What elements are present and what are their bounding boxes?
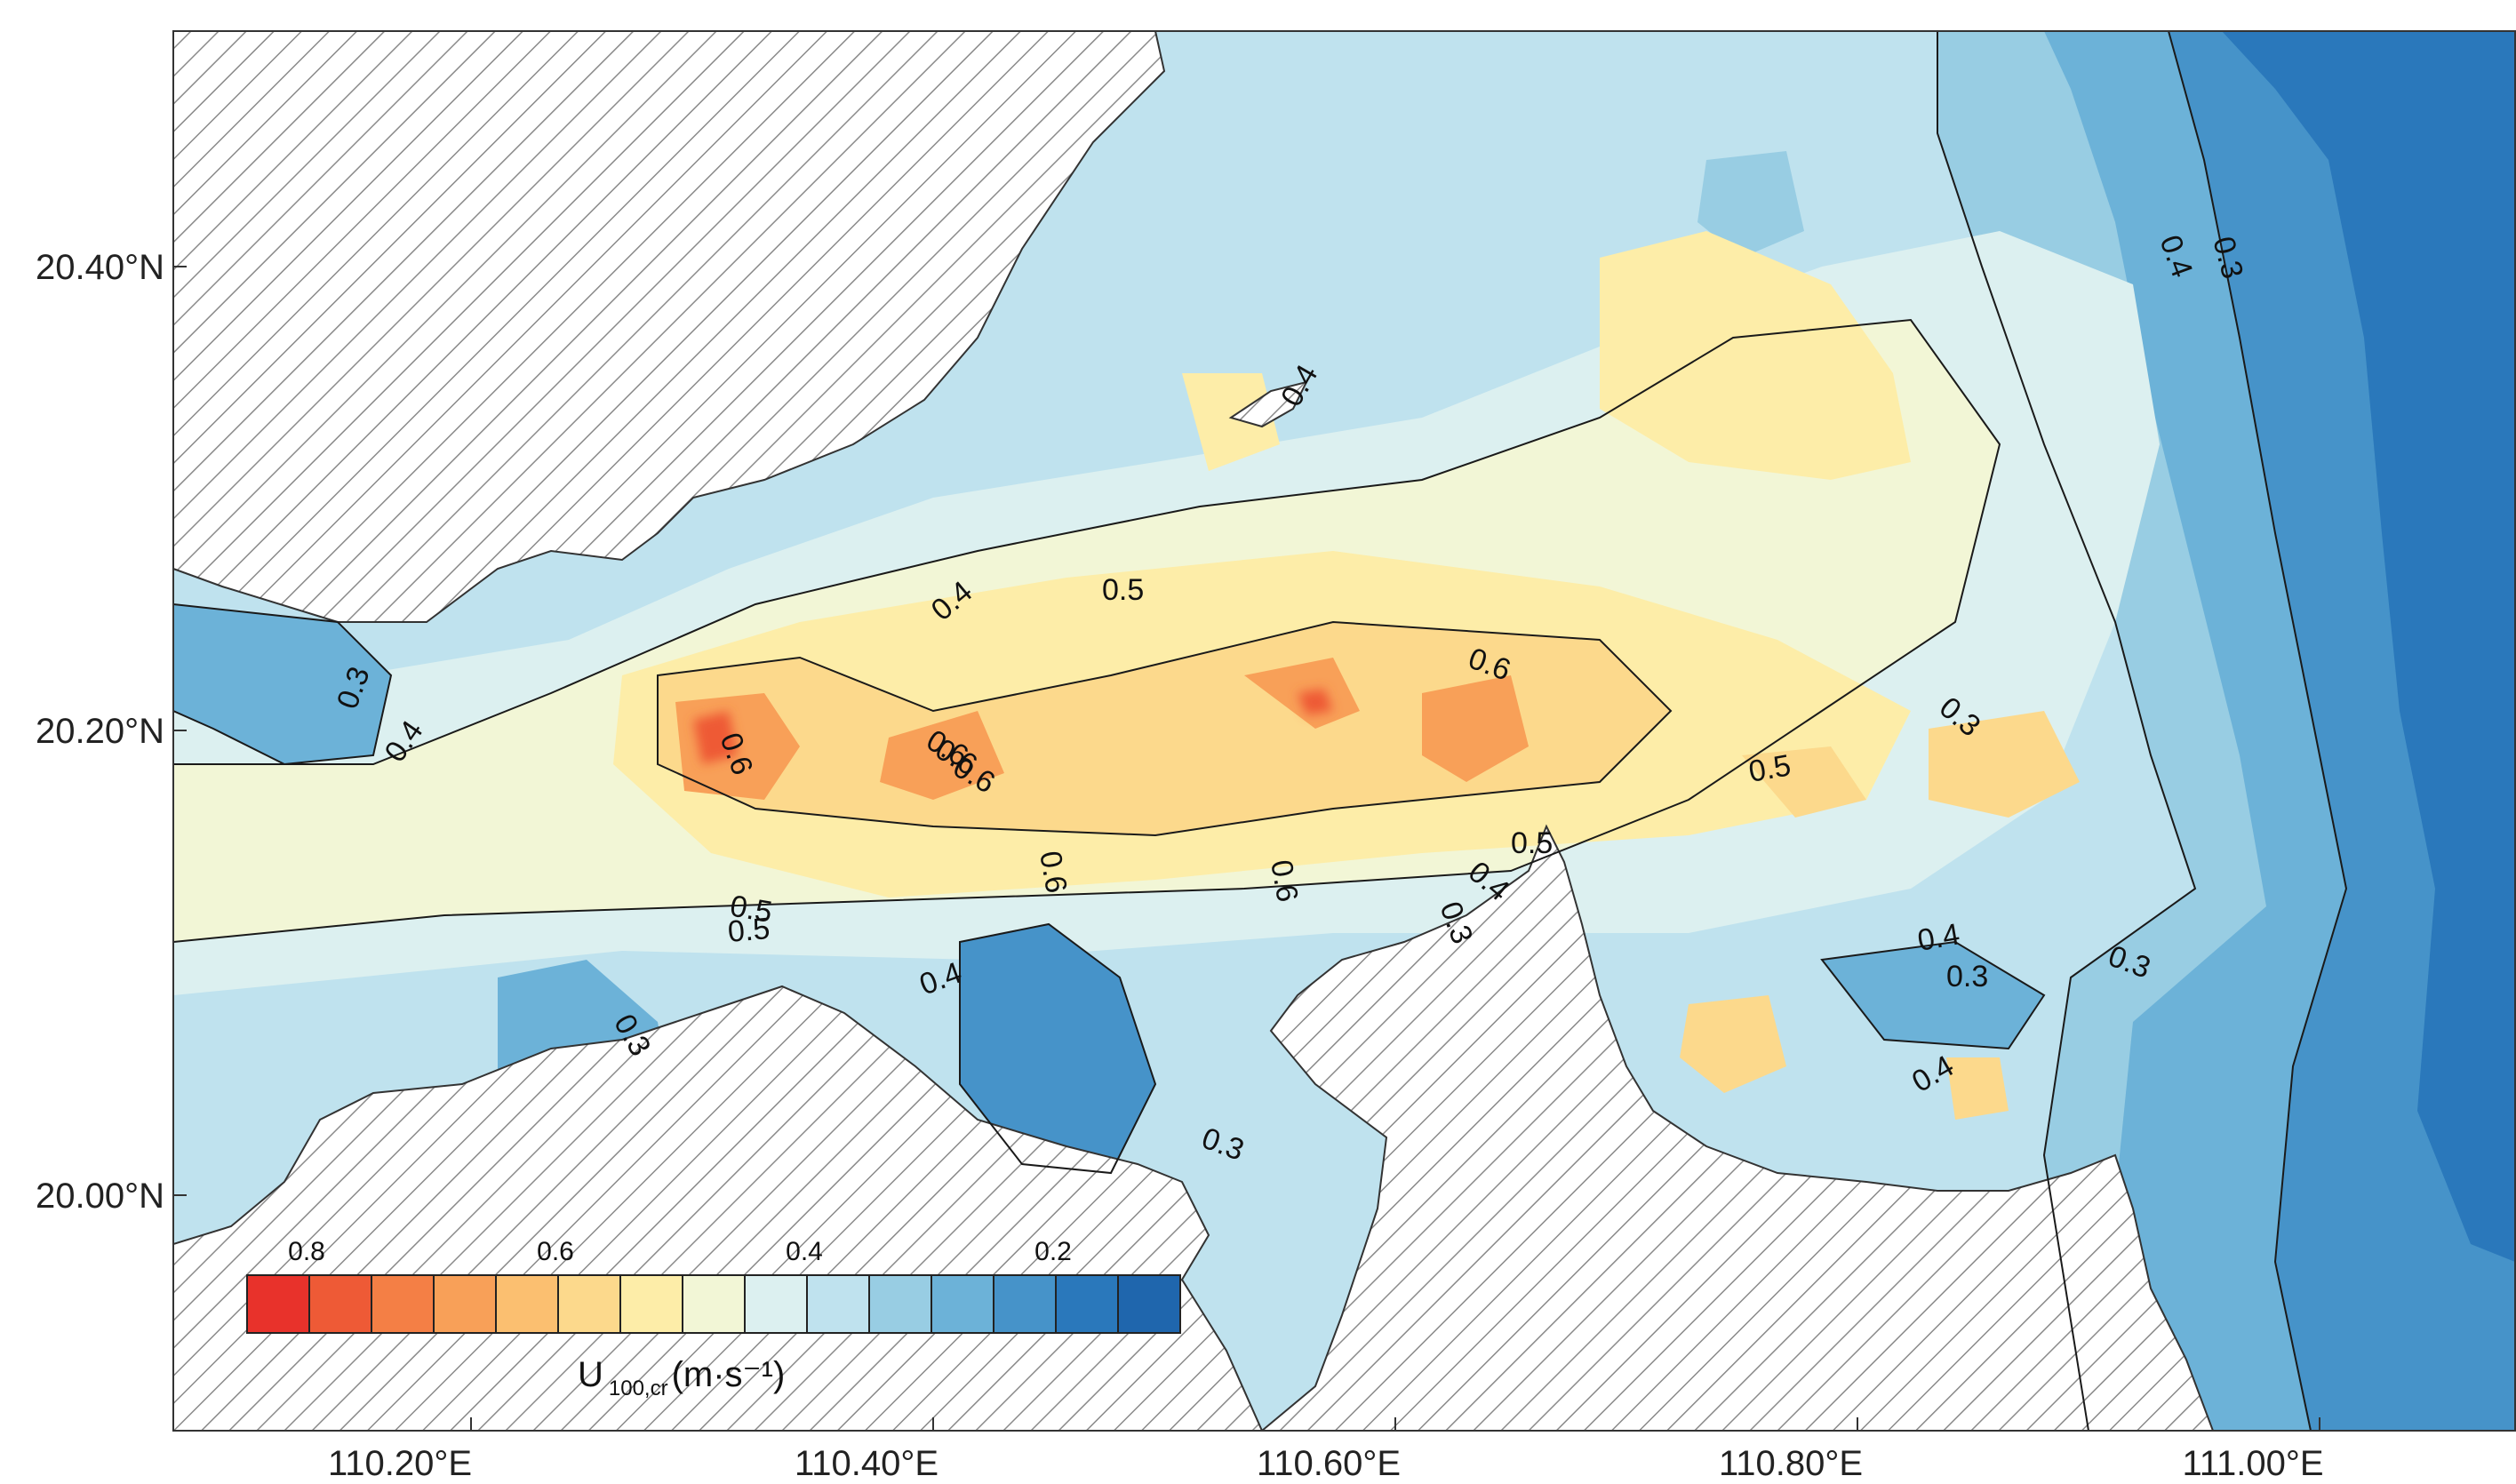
colorbar-cells	[246, 1274, 1181, 1334]
colorbar-tick-label: 0.4	[786, 1237, 823, 1266]
contour-label: 0.5	[1102, 573, 1144, 607]
contour-label: 0.4	[1915, 917, 1962, 958]
contour-lines	[173, 31, 2348, 1431]
colorbar-cell	[868, 1274, 932, 1334]
y-tick-label: 20.40°N	[36, 248, 164, 287]
contour-band-north-patch	[1697, 151, 1804, 258]
contour-label: 0.5	[726, 912, 771, 949]
y-tick-label: 20.20°N	[36, 712, 164, 751]
colorbar-cell	[931, 1274, 994, 1334]
colorbar-cell	[806, 1274, 870, 1334]
contour-band-0.2	[2222, 31, 2515, 1262]
contour-band-south-low	[960, 924, 1155, 1173]
contour-label: 0.6	[1033, 849, 1074, 896]
map-plot-area: 0.3 0.4 0.5 0.6 0.3 0.4 0.6 0.4 0.4 0.3 …	[173, 31, 2515, 1431]
colorbar-cell	[246, 1274, 310, 1334]
y-tick-label: 20.00°N	[36, 1177, 164, 1216]
x-tick-label: 110.80°E	[1719, 1444, 1863, 1483]
contour-label: 0.5	[728, 889, 775, 929]
colorbar-cell	[371, 1274, 435, 1334]
x-tick-label: 110.20°E	[328, 1444, 472, 1483]
colorbar-tick-label: 0.6	[537, 1237, 574, 1266]
x-tick-label: 110.60°E	[1257, 1444, 1401, 1483]
colorbar-cell	[557, 1274, 621, 1334]
x-tick-label: 111.00°E	[2182, 1444, 2323, 1483]
colorbar-cell	[1055, 1274, 1119, 1334]
colorbar: 0.8 0.6 0.4 0.2 U 100,cr (m·s⁻¹)	[246, 1237, 1181, 1400]
colorbar-title: U 100,cr (m·s⁻¹)	[578, 1355, 785, 1400]
colorbar-cell	[1117, 1274, 1181, 1334]
x-tick-label: 110.40°E	[795, 1444, 939, 1483]
colorbar-cell	[682, 1274, 746, 1334]
colorbar-cell	[308, 1274, 372, 1334]
contour-label: 0.5	[1746, 748, 1793, 789]
contour-band-east-south-low	[1822, 942, 2044, 1049]
contour-label: 0.5	[1511, 826, 1553, 860]
colorbar-tick-label: 0.2	[1034, 1237, 1072, 1266]
colorbar-tick-label: 0.8	[288, 1237, 325, 1266]
colorbar-cell	[744, 1274, 808, 1334]
contour-band-east-warm-2	[1680, 995, 2009, 1120]
colorbar-cell	[495, 1274, 559, 1334]
colorbar-cell	[619, 1274, 683, 1334]
contour-band-east-warm	[1742, 711, 2080, 818]
y-axis: 20.40°N 20.20°N 20.00°N	[36, 248, 164, 1216]
island-north	[1228, 380, 1308, 428]
contour-label: 0.3	[1946, 960, 1988, 993]
contour-band-north-warm	[1182, 231, 1911, 480]
axis-ticks	[173, 266, 2320, 1431]
land-south-center	[1260, 824, 2215, 1431]
colorbar-cell	[433, 1274, 497, 1334]
contour-band-west-low	[173, 604, 391, 764]
contour-label: 0.6	[1264, 858, 1305, 905]
x-axis: 110.20°E 110.40°E 110.60°E 110.80°E 111.…	[328, 1444, 2324, 1483]
colorbar-cell	[993, 1274, 1057, 1334]
